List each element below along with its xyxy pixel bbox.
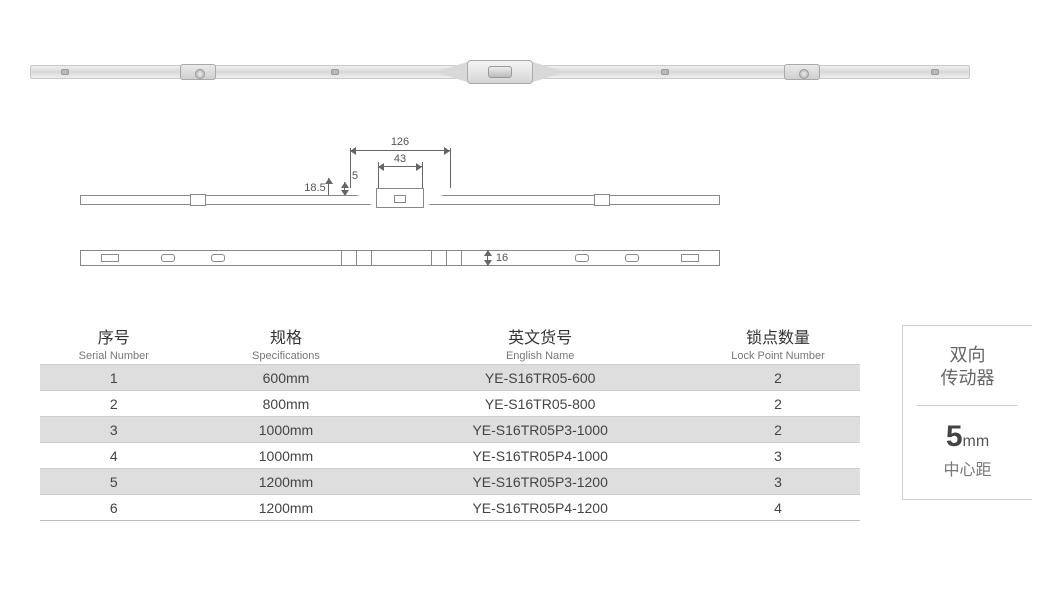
- cell-locks: 4: [696, 495, 860, 521]
- cell-code: YE-S16TR05P3-1200: [384, 469, 696, 495]
- tech-gearbox: [350, 188, 450, 208]
- table-row: 61200mmYE-S16TR05P4-12004: [40, 495, 860, 521]
- cell-code: YE-S16TR05P4-1200: [384, 495, 696, 521]
- dim-line: [350, 150, 450, 151]
- dim-label: 43: [386, 153, 414, 165]
- spec-table: 序号Serial Number 规格Specifications 英文货号Eng…: [40, 320, 860, 521]
- cell-spec: 1200mm: [188, 469, 385, 495]
- cell-locks: 3: [696, 469, 860, 495]
- cell-sn: 2: [40, 391, 188, 417]
- table-row: 31000mmYE-S16TR05P3-10002: [40, 417, 860, 443]
- dim-line: [378, 166, 422, 167]
- col-locks: 锁点数量Lock Point Number: [696, 320, 860, 365]
- cell-sn: 1: [40, 365, 188, 391]
- cell-spec: 1000mm: [188, 443, 385, 469]
- cell-code: YE-S16TR05P3-1000: [384, 417, 696, 443]
- table-row: 51200mmYE-S16TR05P3-12003: [40, 469, 860, 495]
- lock-point: [784, 64, 820, 80]
- table-header-row: 序号Serial Number 规格Specifications 英文货号Eng…: [40, 320, 860, 365]
- lock-point: [180, 64, 216, 80]
- card-title: 双向 传动器: [903, 326, 1032, 405]
- technical-drawing: 126 43 18.5 5 16: [80, 140, 720, 290]
- cell-spec: 1200mm: [188, 495, 385, 521]
- cell-sn: 5: [40, 469, 188, 495]
- tech-lock-point: [594, 194, 610, 206]
- table-row: 41000mmYE-S16TR05P4-10003: [40, 443, 860, 469]
- cell-spec: 600mm: [188, 365, 385, 391]
- cell-spec: 800mm: [188, 391, 385, 417]
- cell-locks: 2: [696, 417, 860, 443]
- cell-sn: 6: [40, 495, 188, 521]
- tech-lock-point: [190, 194, 206, 206]
- card-value: 5mm 中心距: [903, 406, 1032, 480]
- table-row: 2800mmYE-S16TR05-8002: [40, 391, 860, 417]
- cell-locks: 2: [696, 365, 860, 391]
- cell-spec: 1000mm: [188, 417, 385, 443]
- dim-label: 126: [380, 136, 420, 148]
- dim-label: 18.5: [302, 182, 328, 194]
- cell-code: YE-S16TR05P4-1000: [384, 443, 696, 469]
- cell-code: YE-S16TR05-600: [384, 365, 696, 391]
- dim-label: 16: [493, 252, 511, 264]
- col-code: 英文货号English Name: [384, 320, 696, 365]
- product-photo: [30, 40, 970, 100]
- center-gearbox: [435, 56, 565, 88]
- dim-line: [344, 182, 345, 196]
- tech-rail-bottom: [80, 250, 720, 266]
- col-spec: 规格Specifications: [188, 320, 385, 365]
- cell-sn: 3: [40, 417, 188, 443]
- cell-code: YE-S16TR05-800: [384, 391, 696, 417]
- cell-locks: 2: [696, 391, 860, 417]
- cell-sn: 4: [40, 443, 188, 469]
- dim-line: [487, 250, 488, 266]
- table-row: 1600mmYE-S16TR05-6002: [40, 365, 860, 391]
- cell-locks: 3: [696, 443, 860, 469]
- side-info-card: 双向 传动器 5mm 中心距: [902, 325, 1032, 500]
- col-serial: 序号Serial Number: [40, 320, 188, 365]
